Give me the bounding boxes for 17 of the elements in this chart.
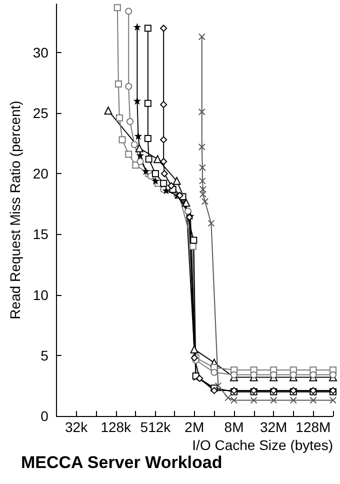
x-tick-label: 8M xyxy=(224,419,244,435)
x-tick-label: 128M xyxy=(296,419,331,435)
y-tick-label: 20 xyxy=(32,166,49,182)
y-tick-label: 10 xyxy=(32,286,49,303)
x-axis-title: I/O Cache Size (bytes) xyxy=(192,437,333,453)
y-tick-label: 15 xyxy=(32,226,49,242)
x-tick-label: 128k xyxy=(100,419,132,435)
y-tick-label: 25 xyxy=(32,105,49,122)
y-tick-label: 0 xyxy=(40,408,49,424)
x-tick-label: 2M xyxy=(184,419,204,435)
text: MECCA Server Workload xyxy=(21,453,222,472)
y-axis-title: Read Request Miss Ratio (percent) xyxy=(7,100,23,320)
x-tick-label: 32k xyxy=(64,419,89,435)
y-tick-label: 30 xyxy=(32,44,49,60)
x-tick-label: 512k xyxy=(140,419,172,435)
y-tick-label: 5 xyxy=(40,347,49,364)
x-tick-label: 32M xyxy=(260,419,288,435)
